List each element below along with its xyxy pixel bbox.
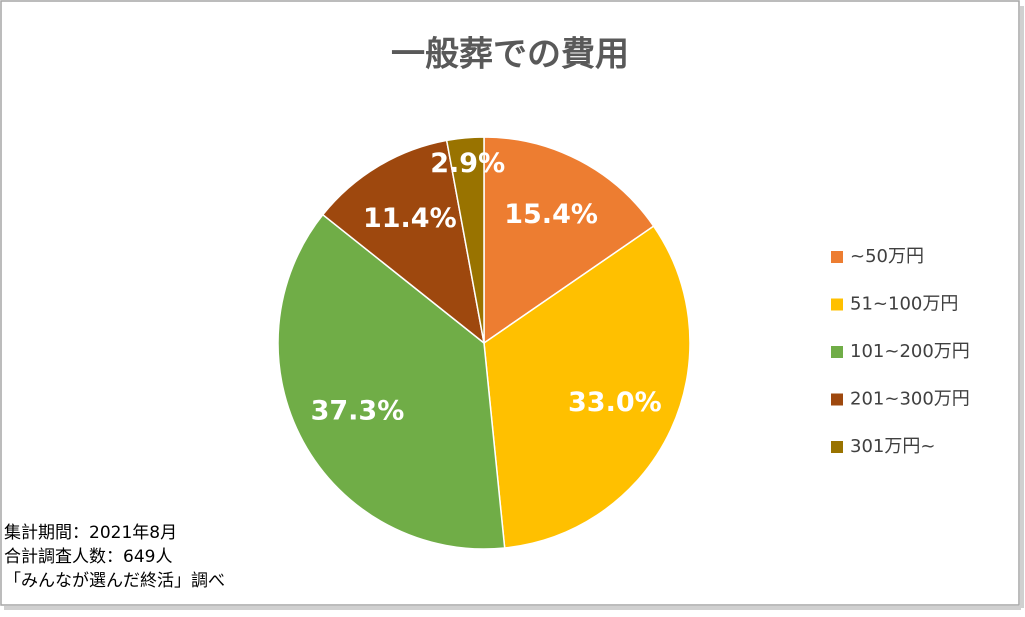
pie-slice [277,213,506,550]
legend-label: 301万円~ [850,436,935,457]
chart-title: 一般葬での費用 [391,35,629,75]
legend-label: ~50万円 [850,246,924,267]
legend-marker [831,346,843,358]
pie-slice [321,139,486,345]
data-label: 15.4% [504,199,598,230]
pie-slice [483,136,655,345]
legend-label: 201~300万円 [850,389,970,410]
legend-marker [831,441,843,453]
data-label: 37.3% [311,396,405,427]
note: 「みんなが選んだ終活」調べ [4,571,225,591]
legend-label: 101~200万円 [850,341,970,362]
legend-marker [831,298,843,311]
data-label: 11.4% [363,203,457,234]
note: 集計期間：2021年8月 [4,523,177,543]
data-label: 33.0% [568,387,662,418]
pie-slice [483,225,691,549]
legend-marker [831,251,843,263]
data-label: 2.9% [430,148,505,179]
pie-slice [445,136,485,344]
note: 合計調査人数：649人 [4,547,172,567]
legend-label: 51~100万円 [850,294,958,315]
legend-marker [831,393,843,406]
